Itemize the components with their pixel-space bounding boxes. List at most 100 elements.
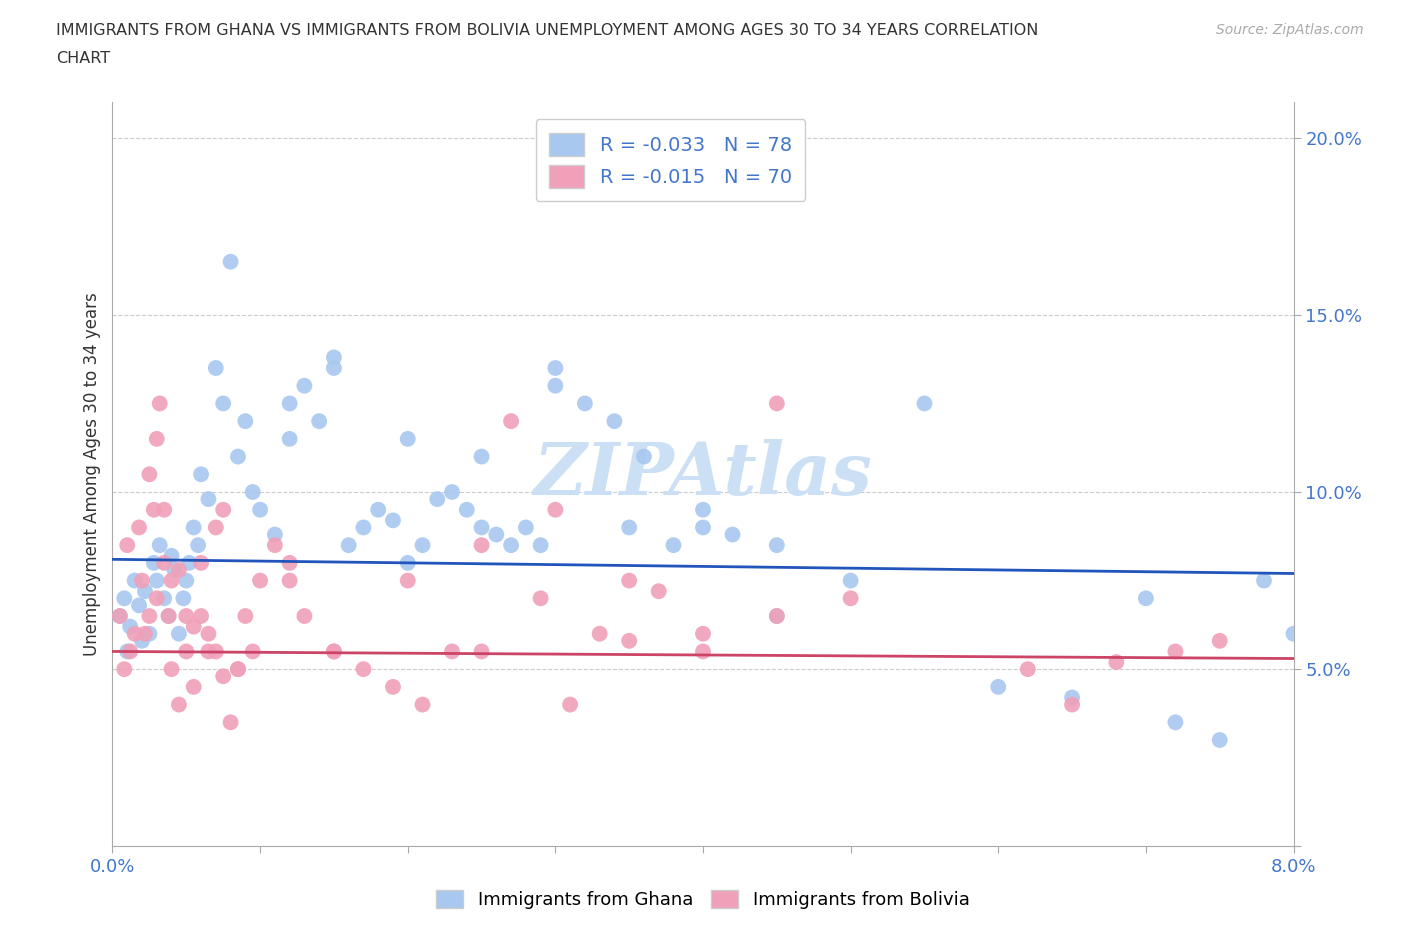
Point (603, 414, 626, 429)
Point (914, 396, 936, 411)
Point (124, 573, 146, 588)
Point (174, 573, 197, 588)
Point (352, 662, 374, 677)
Point (219, 715, 242, 730)
Point (160, 549, 183, 564)
Point (233, 414, 256, 429)
Point (721, 527, 744, 542)
Legend: R = -0.033   N = 78, R = -0.015   N = 70: R = -0.033 N = 78, R = -0.015 N = 70 (536, 119, 806, 201)
Point (619, 573, 641, 588)
Point (112, 591, 135, 605)
Point (190, 555, 212, 570)
Point (323, 644, 346, 658)
Point (242, 485, 264, 499)
Point (131, 633, 153, 648)
Point (219, 254, 242, 269)
Point (470, 520, 494, 535)
Point (138, 626, 160, 641)
Point (323, 644, 346, 658)
Point (619, 520, 641, 535)
Y-axis label: Unemployment Among Ages 30 to 34 years: Unemployment Among Ages 30 to 34 years (83, 292, 101, 657)
Point (839, 591, 862, 605)
Point (264, 527, 287, 542)
Point (381, 513, 405, 528)
Point (146, 432, 169, 446)
Point (456, 502, 478, 517)
Point (212, 669, 235, 684)
Point (146, 573, 169, 588)
Point (352, 520, 374, 535)
Text: CHART: CHART (56, 51, 110, 66)
Point (412, 698, 434, 712)
Point (142, 502, 165, 517)
Point (1355, 591, 1378, 605)
Point (205, 361, 228, 376)
Point (1253, 573, 1275, 588)
Point (588, 626, 610, 641)
Point (529, 538, 551, 552)
Point (278, 573, 301, 588)
Point (766, 538, 789, 552)
Text: IMMIGRANTS FROM GHANA VS IMMIGRANTS FROM BOLIVIA UNEMPLOYMENT AMONG AGES 30 TO 3: IMMIGRANTS FROM GHANA VS IMMIGRANTS FROM… (56, 23, 1039, 38)
Point (647, 584, 671, 599)
Point (183, 619, 205, 634)
Point (426, 492, 449, 507)
Point (187, 538, 209, 552)
Point (226, 449, 249, 464)
Point (381, 680, 405, 695)
Point (1164, 715, 1187, 730)
Point (134, 626, 156, 641)
Point (292, 379, 315, 393)
Point (292, 608, 315, 623)
Point (544, 502, 567, 517)
Point (278, 396, 301, 411)
Point (153, 591, 176, 605)
Point (172, 591, 194, 605)
Point (470, 538, 494, 552)
Point (131, 573, 153, 588)
Point (183, 680, 205, 695)
Point (233, 608, 256, 623)
Point (149, 396, 172, 411)
Point (1327, 598, 1350, 613)
Point (134, 584, 156, 599)
Point (1282, 626, 1305, 641)
Point (205, 520, 228, 535)
Point (112, 662, 135, 677)
Point (149, 538, 172, 552)
Point (308, 414, 330, 429)
Point (226, 662, 249, 677)
Point (160, 573, 183, 588)
Legend: Immigrants from Ghana, Immigrants from Bolivia: Immigrants from Ghana, Immigrants from B… (429, 883, 977, 916)
Point (117, 644, 138, 658)
Text: Source: ZipAtlas.com: Source: ZipAtlas.com (1216, 23, 1364, 37)
Point (766, 396, 789, 411)
Point (692, 626, 714, 641)
Point (146, 591, 169, 605)
Point (153, 502, 176, 517)
Point (396, 432, 419, 446)
Point (167, 698, 190, 712)
Point (128, 598, 150, 613)
Point (142, 555, 165, 570)
Point (633, 449, 655, 464)
Point (396, 555, 419, 570)
Point (157, 608, 180, 623)
Point (128, 520, 150, 535)
Point (1105, 655, 1128, 670)
Point (163, 563, 186, 578)
Point (1296, 584, 1319, 599)
Point (1208, 633, 1232, 648)
Point (197, 626, 219, 641)
Point (153, 555, 176, 570)
Point (120, 644, 142, 658)
Point (167, 626, 190, 641)
Point (1062, 690, 1084, 705)
Point (183, 520, 205, 535)
Point (179, 555, 201, 570)
Point (167, 563, 190, 578)
Point (560, 698, 582, 712)
Point (662, 538, 685, 552)
Point (1135, 591, 1157, 605)
Point (323, 361, 346, 376)
